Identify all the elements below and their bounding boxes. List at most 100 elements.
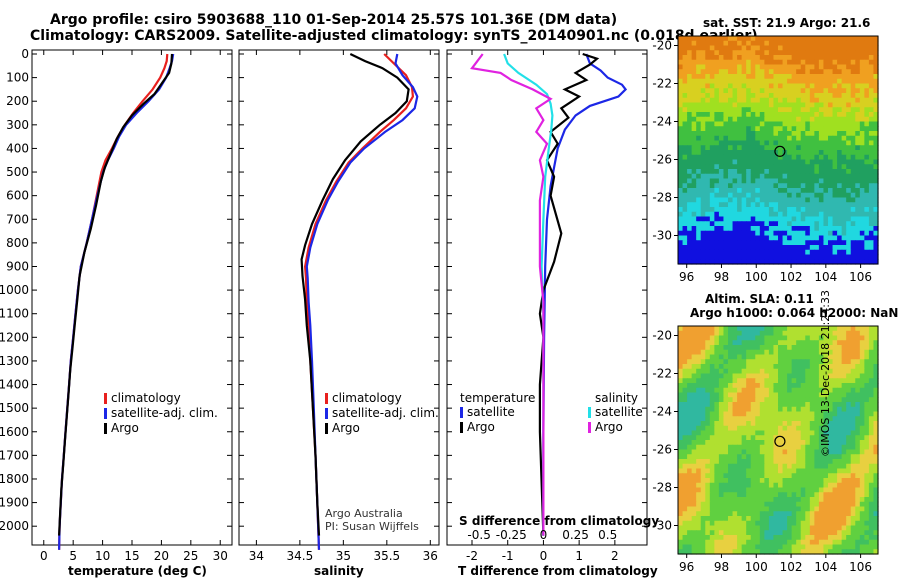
map-cell	[850, 492, 856, 498]
map-cell	[741, 364, 747, 370]
map-cell	[823, 435, 829, 441]
map-cell	[873, 468, 879, 474]
map-cell	[868, 421, 875, 427]
map-cell	[732, 406, 738, 413]
map-cell	[700, 40, 706, 47]
map-cell	[837, 478, 843, 484]
map-cell	[837, 525, 843, 531]
map-cell	[805, 444, 811, 451]
map-cell	[837, 216, 843, 222]
map-cell	[841, 506, 847, 512]
map-cell	[846, 435, 852, 441]
map-cell	[782, 159, 788, 165]
map-cell	[750, 126, 756, 132]
map-cell	[800, 69, 806, 75]
map-cell	[750, 69, 756, 75]
map-cell	[700, 192, 706, 199]
map-cell	[718, 549, 725, 555]
map-cell	[823, 40, 829, 47]
map-cell	[750, 449, 756, 455]
map-cell	[678, 430, 684, 436]
map-cell	[682, 326, 688, 332]
map-cell	[796, 539, 802, 546]
map-cell	[696, 207, 702, 213]
map-cell	[691, 539, 697, 546]
map-cell	[682, 259, 688, 265]
map-cell	[773, 126, 779, 132]
map-cell	[868, 492, 875, 498]
map-cell	[828, 88, 834, 94]
map-cell	[768, 492, 775, 498]
map-cell	[850, 497, 856, 503]
map-cell	[773, 226, 779, 232]
map-cell	[809, 55, 815, 61]
map-cell	[859, 235, 865, 241]
map-cell	[832, 211, 838, 218]
map-cell	[832, 440, 838, 446]
map-cell	[823, 50, 829, 56]
map-cell	[859, 45, 865, 51]
map-cell	[714, 188, 720, 194]
map-cell	[814, 121, 820, 127]
map-cell	[687, 230, 693, 237]
map-cell	[787, 64, 793, 70]
map-cell	[846, 197, 852, 203]
map-cell	[850, 116, 856, 123]
map-cell	[814, 145, 820, 151]
map-cell	[709, 249, 715, 256]
map-cell	[741, 397, 747, 403]
map-cell	[714, 55, 720, 61]
map-cell	[732, 425, 738, 432]
map-cell	[864, 435, 870, 441]
map-cell	[791, 207, 797, 213]
map-cell	[723, 64, 729, 70]
map-cell	[841, 454, 847, 460]
map-cell	[787, 506, 793, 512]
map-cell	[737, 482, 743, 489]
map-cell	[850, 487, 856, 493]
map-cell	[787, 121, 793, 127]
map-cell	[814, 93, 820, 99]
map-cell	[773, 454, 779, 460]
map-cell	[728, 378, 734, 384]
map-cell	[737, 159, 743, 165]
map-cell	[805, 435, 811, 441]
map-cell	[768, 121, 775, 127]
map-cell	[714, 69, 720, 75]
map-cell	[764, 326, 770, 332]
map-cell	[864, 150, 870, 156]
map-cell	[709, 240, 715, 246]
map-cell	[696, 40, 702, 47]
map-cell	[809, 501, 815, 508]
map-cell	[855, 511, 861, 517]
map-cell	[859, 131, 865, 137]
map-cell	[723, 230, 729, 237]
map-cell	[764, 444, 770, 451]
map-cell	[796, 93, 802, 99]
map-cell	[837, 45, 843, 51]
map-cell	[696, 154, 702, 161]
map-cell	[855, 240, 861, 246]
map-cell	[837, 116, 843, 123]
map-cell	[682, 126, 688, 132]
map-cell	[868, 406, 875, 413]
map-cell	[818, 416, 825, 422]
map-cell	[841, 226, 847, 232]
map-cell	[818, 207, 825, 213]
map-cell	[791, 511, 797, 517]
map-cell	[755, 449, 761, 455]
map-cell	[841, 340, 847, 346]
map-cell	[696, 349, 702, 356]
map-cell	[855, 364, 861, 370]
map-cell	[732, 207, 738, 213]
map-cell	[723, 326, 729, 332]
map-cell	[737, 126, 743, 132]
map-cell	[841, 45, 847, 51]
map-cell	[691, 506, 697, 512]
map-cell	[828, 55, 834, 61]
map-cell	[855, 116, 861, 123]
map-cell	[759, 516, 765, 522]
map-cell	[805, 378, 811, 384]
sst-map	[678, 36, 879, 265]
map-cell	[809, 116, 815, 123]
